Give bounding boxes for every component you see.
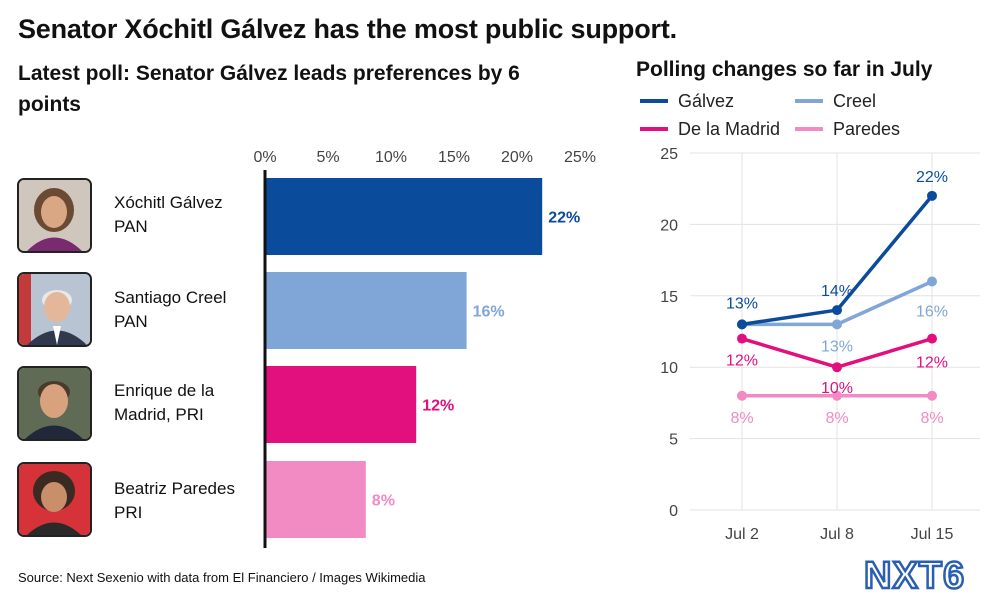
y-tick-label: 20: [660, 217, 678, 234]
data-label: 12%: [726, 353, 758, 370]
page-title: Senator Xóchitl Gálvez has the most publ…: [18, 14, 677, 44]
x-tick-label: Jul 2: [725, 526, 759, 543]
bar-value-label: 16%: [473, 304, 505, 321]
candidate-name: Santiago Creel: [114, 288, 227, 307]
legend-label: Gálvez: [678, 91, 734, 111]
data-label: 14%: [821, 283, 853, 300]
candidate-name: Xóchitl Gálvez: [114, 193, 223, 212]
data-label: 13%: [726, 295, 758, 312]
data-label: 22%: [916, 169, 948, 186]
x-tick-label: 25%: [564, 149, 596, 166]
y-tick-label: 10: [660, 360, 678, 377]
bar-chart-title: Latest poll: Senator Gálvez leads prefer…: [18, 62, 520, 116]
candidate-label-de-la-madrid: Enrique de la Madrid, PRI: [114, 379, 214, 427]
candidate-label-galvez: Xóchitl Gálvez PAN: [114, 191, 223, 239]
bar-value-label: 8%: [372, 493, 395, 510]
candidate-party: PAN: [114, 312, 148, 331]
candidate-name: Beatriz Paredes: [114, 479, 235, 498]
data-point: [832, 390, 842, 401]
avatar-galvez: [17, 178, 92, 253]
avatar-paredes: [17, 462, 92, 537]
y-tick-label: 5: [669, 432, 678, 449]
line-chart-title: Polling changes so far in July: [636, 58, 933, 81]
bar: [265, 366, 417, 443]
avatar-de-la-madrid: [17, 366, 92, 441]
candidate-party: Madrid, PRI: [114, 405, 204, 424]
candidate-name: Enrique de la: [114, 381, 215, 400]
x-tick-label: Jul 15: [911, 526, 954, 543]
data-label: 8%: [825, 410, 848, 427]
data-label: 16%: [916, 304, 948, 321]
legend-label: De la Madrid: [678, 119, 780, 139]
data-label: 8%: [920, 410, 943, 427]
logo-text: NXT6: [864, 555, 965, 593]
legend-label: Paredes: [833, 119, 900, 139]
data-point: [832, 305, 842, 316]
x-tick-label: 10%: [375, 149, 407, 166]
bar-chart: 0% 5% 10% 15% 20% 25% 22% 16% 12% 8%: [253, 149, 596, 548]
data-point: [737, 319, 747, 330]
data-point: [832, 362, 842, 373]
y-tick-label: 25: [660, 146, 678, 163]
bar: [265, 272, 467, 349]
bar: [265, 178, 543, 255]
data-label: 10%: [821, 380, 853, 397]
x-tick-label: 0%: [253, 149, 276, 166]
candidate-party: PRI: [114, 503, 143, 522]
x-tick-label: Jul 8: [820, 526, 854, 543]
candidate-party: PAN: [114, 217, 148, 236]
data-point: [927, 333, 937, 344]
bar-value-label: 12%: [422, 398, 454, 415]
bar: [265, 461, 366, 538]
line-chart: 0 5 10 15 20 25 Jul 2 Jul 8 Jul 15 Gálvez Creel De …: [640, 91, 980, 543]
legend-label: Creel: [833, 91, 876, 111]
candidate-label-paredes: Beatriz Paredes PRI: [114, 477, 235, 525]
avatar-creel: [17, 272, 92, 347]
y-tick-label: 15: [660, 289, 678, 306]
candidate-label-creel: Santiago Creel PAN: [114, 286, 226, 334]
data-label: 13%: [821, 338, 853, 355]
data-label: 12%: [916, 355, 948, 372]
nxt6-logo: NXT6: [863, 555, 966, 593]
bar-value-label: 22%: [548, 210, 580, 227]
x-tick-label: 5%: [316, 149, 339, 166]
data-point: [927, 390, 937, 401]
x-tick-label: 20%: [501, 149, 533, 166]
data-point: [832, 319, 842, 330]
data-label: 8%: [730, 410, 753, 427]
x-tick-label: 15%: [438, 149, 470, 166]
data-point: [927, 276, 937, 287]
data-point: [737, 333, 747, 344]
data-point: [737, 390, 747, 401]
y-tick-label: 0: [669, 503, 678, 520]
data-point: [927, 190, 937, 201]
source-note: Source: Next Sexenio with data from El F…: [18, 570, 426, 585]
